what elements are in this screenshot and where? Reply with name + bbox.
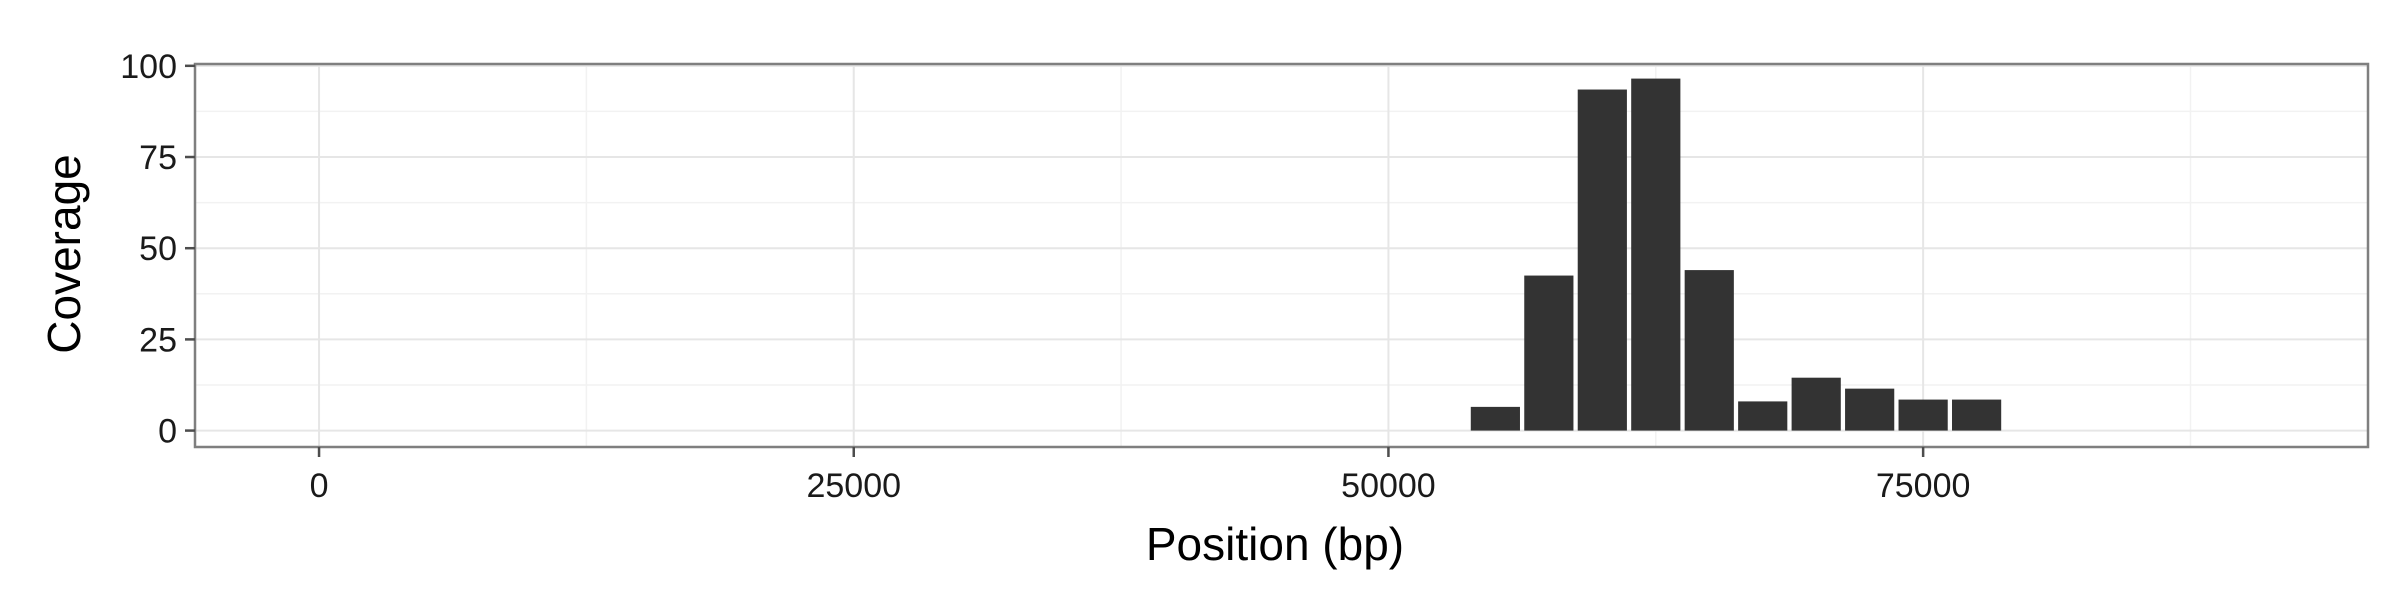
coverage-bar [1845, 388, 1895, 431]
coverage-bar [1631, 78, 1681, 431]
panel-background [195, 64, 2368, 447]
coverage-bar [1791, 377, 1841, 431]
coverage-bar [1738, 401, 1788, 431]
y-tick-label: 0 [158, 413, 177, 451]
x-axis-title: Position (bp) [1146, 518, 1404, 570]
plot-panel [195, 64, 2368, 447]
y-tick-label: 25 [139, 321, 177, 359]
x-tick-label: 50000 [1341, 467, 1436, 505]
coverage-bar [1470, 406, 1520, 431]
y-axis: 0 25 50 75 100 [120, 48, 195, 451]
bars [1470, 78, 2002, 431]
x-tick-label: 25000 [806, 467, 901, 505]
coverage-bar [1684, 270, 1734, 431]
panel-border [193, 62, 2370, 449]
y-tick-label: 100 [120, 48, 177, 86]
coverage-bar [1952, 399, 2002, 431]
coverage-bar [1577, 89, 1627, 431]
x-tick-label: 0 [310, 467, 329, 505]
y-tick-label: 50 [139, 230, 177, 268]
coverage-bar [1898, 399, 1948, 431]
grid-lines [195, 64, 2368, 447]
panel-frame [193, 62, 2370, 449]
x-tick-label: 75000 [1876, 467, 1971, 505]
y-tick-label: 75 [139, 139, 177, 177]
y-axis-title: Coverage [38, 154, 90, 353]
x-axis: 0 25000 50000 75000 [310, 447, 1971, 505]
coverage-bar [1524, 275, 1574, 431]
